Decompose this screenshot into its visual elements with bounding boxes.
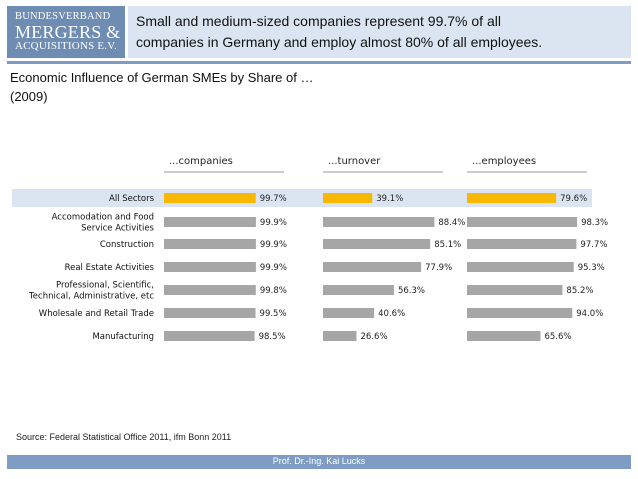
value-label-0-2: 99.9% bbox=[260, 240, 287, 250]
bar-0-2 bbox=[164, 239, 256, 249]
bundesverband-logo: BUNDESVERBAND MERGERS & ACQUISITIONS E.V… bbox=[7, 6, 125, 58]
value-label-0-3: 99.9% bbox=[260, 263, 287, 273]
value-label-0-6: 98.5% bbox=[259, 332, 286, 342]
category-label: Manufacturing bbox=[92, 332, 154, 342]
value-label-2-4: 85.2% bbox=[566, 286, 593, 296]
column-header-2: ...employees bbox=[472, 156, 536, 167]
value-label-1-5: 40.6% bbox=[378, 309, 405, 319]
bar-0-0 bbox=[164, 193, 256, 203]
logo-line-2: MERGERS & bbox=[15, 22, 121, 42]
bar-0-4 bbox=[164, 285, 256, 295]
bar-0-5 bbox=[164, 308, 256, 318]
bar-1-6 bbox=[323, 331, 357, 341]
category-label: Technical, Administrative, etc bbox=[28, 292, 154, 302]
value-label-0-5: 99.5% bbox=[260, 309, 287, 319]
category-label: Service Activities bbox=[81, 224, 154, 234]
value-label-1-0: 39.1% bbox=[376, 194, 403, 204]
footer-bar: Prof. Dr.-Ing. Kai Lucks bbox=[7, 455, 631, 469]
source-note: Source: Federal Statistical Office 2011,… bbox=[16, 432, 232, 442]
bar-0-3 bbox=[164, 262, 256, 272]
category-label: Professional, Scientific, bbox=[56, 281, 154, 291]
category-label: Construction bbox=[100, 240, 154, 250]
logo-line-1: BUNDESVERBAND bbox=[15, 11, 111, 22]
column-header-1: ...turnover bbox=[328, 156, 381, 167]
value-label-2-1: 98.3% bbox=[581, 218, 608, 228]
bar-2-2 bbox=[467, 239, 577, 249]
chart-subtitle-year: (2009) bbox=[10, 89, 48, 104]
headline-line-1: Small and medium-sized companies represe… bbox=[136, 13, 501, 29]
bar-0-1 bbox=[164, 217, 256, 227]
bar-2-6 bbox=[467, 331, 541, 341]
column-header-0: ...companies bbox=[169, 156, 233, 167]
category-label: All Sectors bbox=[109, 194, 155, 204]
bar-2-1 bbox=[467, 217, 578, 227]
bar-0-6 bbox=[164, 331, 255, 341]
bar-1-0 bbox=[323, 193, 373, 203]
category-label: Wholesale and Retail Trade bbox=[39, 309, 154, 319]
footer-author: Prof. Dr.-Ing. Kai Lucks bbox=[272, 456, 366, 466]
headline-box: Small and medium-sized companies represe… bbox=[128, 6, 631, 58]
bar-1-5 bbox=[323, 308, 375, 318]
logo-line-3: ACQUISITIONS E.V. bbox=[15, 40, 117, 52]
category-label: Accomodation and Food bbox=[52, 213, 154, 223]
value-label-1-6: 26.6% bbox=[361, 332, 388, 342]
bar-2-3 bbox=[467, 262, 574, 272]
headline-line-2: companies in Germany and employ almost 8… bbox=[136, 34, 543, 50]
value-label-2-6: 65.6% bbox=[544, 332, 571, 342]
header-divider bbox=[7, 61, 631, 64]
category-label: Real Estate Activities bbox=[65, 263, 155, 273]
bar-1-3 bbox=[323, 262, 422, 272]
value-label-2-0: 79.6% bbox=[560, 194, 587, 204]
highlight-row-band bbox=[12, 189, 592, 207]
value-label-0-4: 99.8% bbox=[260, 286, 287, 296]
bar-1-1 bbox=[323, 217, 435, 227]
value-label-2-2: 97.7% bbox=[580, 240, 607, 250]
chart-subtitle: Economic Influence of German SMEs by Sha… bbox=[10, 70, 314, 85]
value-label-1-3: 77.9% bbox=[425, 263, 452, 273]
value-label-1-4: 56.3% bbox=[398, 286, 425, 296]
value-label-0-1: 99.9% bbox=[260, 218, 287, 228]
bar-1-2 bbox=[323, 239, 431, 249]
value-label-2-3: 95.3% bbox=[578, 263, 605, 273]
value-label-0-0: 99.7% bbox=[260, 194, 287, 204]
bar-2-5 bbox=[467, 308, 573, 318]
bar-2-0 bbox=[467, 193, 557, 203]
value-label-1-2: 85.1% bbox=[434, 240, 461, 250]
bar-1-4 bbox=[323, 285, 394, 295]
bar-2-4 bbox=[467, 285, 563, 295]
value-label-2-5: 94.0% bbox=[576, 309, 603, 319]
value-label-1-1: 88.4% bbox=[438, 218, 465, 228]
